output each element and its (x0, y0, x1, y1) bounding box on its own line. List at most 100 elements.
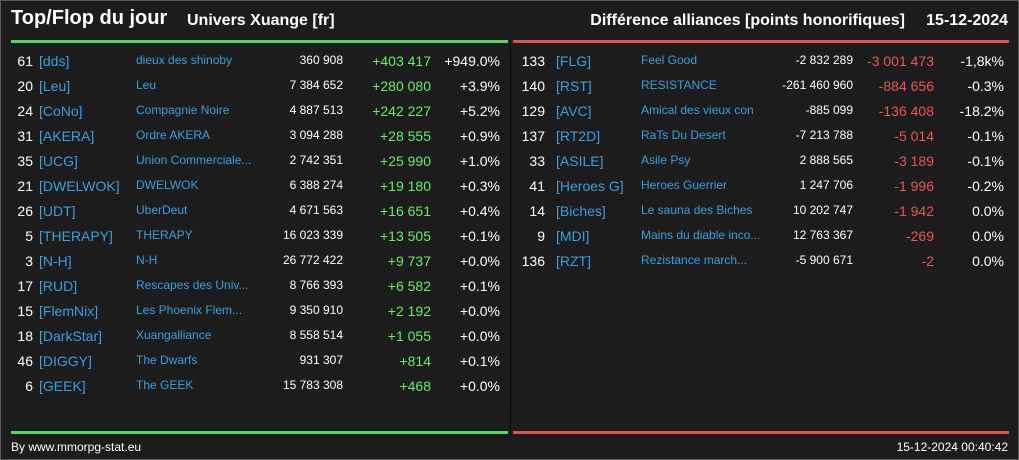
alliance-name-link[interactable]: Leu (136, 78, 157, 92)
alliance-percent: -1,8k% (960, 53, 1004, 69)
alliance-tag-link[interactable]: [AKERA] (39, 128, 95, 144)
alliance-name-link[interactable]: Heroes Guerrier (641, 178, 728, 192)
flop-section-bottom-bar (513, 431, 1009, 434)
alliance-tag-link[interactable]: [DIGGY] (39, 353, 92, 369)
alliance-name-link[interactable]: THERAPY (136, 228, 193, 242)
flop-row: 41 [Heroes G] Heroes Guerrier 1 247 706 -1 9… (511, 174, 1018, 199)
alliance-name-link[interactable]: Rezistance march... (641, 253, 748, 267)
alliance-tag-link[interactable]: [FlemNix] (39, 303, 99, 319)
top-row: 35 [UCG] Union Commerciale... 2 742 351 +25 … (1, 149, 510, 174)
alliance-rank: 18 (17, 328, 33, 344)
alliance-percent: -0.3% (967, 78, 1004, 94)
top-row: 61 [dds] dieux des shinoby 360 908 +403 417 +… (1, 49, 510, 74)
top-row: 5 [THERAPY] THERAPY 16 023 339 +13 505 +0.1% (1, 224, 510, 249)
alliance-name-link[interactable]: Asile Psy (641, 153, 691, 167)
alliance-tag-link[interactable]: [RT2D] (556, 128, 601, 144)
alliance-tag-link[interactable]: [N-H] (39, 253, 72, 269)
alliance-percent: +0.0% (459, 378, 500, 394)
alliance-diff: +1 055 (387, 328, 431, 344)
alliance-name-link[interactable]: Le sauna des Biches (641, 203, 753, 217)
alliance-name-link[interactable]: Amical des vieux con (641, 103, 754, 117)
alliance-points: 2 742 351 (289, 153, 343, 167)
top-row: 17 [RUD] Rescapes des Univ... 8 766 393 +6 5… (1, 274, 510, 299)
top-row: 20 [Leu] Leu 7 384 652 +280 080 +3.9% (1, 74, 510, 99)
alliance-diff: +19 180 (380, 178, 431, 194)
alliance-rank: 31 (17, 128, 33, 144)
alliance-tag-link[interactable]: [Leu] (39, 78, 71, 94)
ranking-subtitle: Différence alliances [points honorifique… (590, 12, 905, 29)
alliance-name-link[interactable]: UberDeut (136, 203, 188, 217)
alliance-name-link[interactable]: Compagnie Noire (136, 103, 230, 117)
alliance-points: -5 900 671 (795, 253, 853, 267)
alliance-diff: +9 737 (387, 253, 431, 269)
alliance-rank: 20 (17, 78, 33, 94)
alliance-points: -2 832 289 (795, 53, 853, 67)
top-row: 6 [GEEK] The GEEK 15 783 308 +468 +0.0% (1, 374, 510, 399)
alliance-tag-link[interactable]: [dds] (39, 53, 70, 69)
alliance-diff: +2 192 (387, 303, 431, 319)
flop-row: 140 [RST] RESISTANCE -261 460 960 -884 656 -0… (511, 74, 1018, 99)
alliance-name-link[interactable]: dieux des shinoby (136, 53, 233, 67)
top-row: 24 [CoNo] Compagnie Noire 4 887 513 +242 227… (1, 99, 510, 124)
alliance-tag-link[interactable]: [ASILE] (556, 153, 604, 169)
alliance-tag-link[interactable]: [RST] (556, 78, 592, 94)
alliance-diff: -2 (921, 253, 934, 269)
alliance-tag-link[interactable]: [Biches] (556, 203, 606, 219)
alliance-points: 10 202 747 (792, 203, 853, 217)
alliance-tag-link[interactable]: [DarkStar] (39, 328, 103, 344)
alliance-tag-link[interactable]: [UCG] (39, 153, 78, 169)
alliance-diff: -1 942 (894, 203, 934, 219)
alliance-tag-link[interactable]: [FLG] (556, 53, 592, 69)
alliance-name-link[interactable]: RESISTANCE (641, 78, 717, 92)
footer-timestamp: 15-12-2024 00:40:42 (896, 440, 1008, 454)
alliance-name-link[interactable]: Les Phoenix Flem... (136, 303, 243, 317)
alliance-name-link[interactable]: Union Commerciale... (136, 153, 252, 167)
alliance-diff: -1 996 (894, 178, 934, 194)
alliance-tag-link[interactable]: [AVC] (556, 103, 592, 119)
alliance-percent: 0.0% (972, 228, 1004, 244)
alliance-name-link[interactable]: Rescapes des Univ... (136, 278, 249, 292)
alliance-points: 8 766 393 (289, 278, 343, 292)
top-row: 46 [DIGGY] The Dwarfs 931 307 +814 +0.1% (1, 349, 510, 374)
header: Top/Flop du jour Univers Xuange [fr] Dif… (1, 1, 1018, 39)
alliance-tag-link[interactable]: [RZT] (556, 253, 591, 269)
alliance-rank: 9 (537, 228, 545, 244)
alliance-name-link[interactable]: Xuangalliance (136, 328, 212, 342)
top-row: 21 [DWELWOK] DWELWOK 6 388 274 +19 180 +0.3% (1, 174, 510, 199)
alliance-name-link[interactable]: RaTs Du Desert (641, 128, 726, 142)
alliance-diff: +242 227 (372, 103, 431, 119)
alliance-rank: 61 (17, 53, 33, 69)
alliance-name-link[interactable]: Feel Good (641, 53, 698, 67)
alliance-tag-link[interactable]: [GEEK] (39, 378, 86, 394)
alliance-diff: -3 001 473 (867, 53, 934, 69)
alliance-tag-link[interactable]: [CoNo] (39, 103, 83, 119)
top-section-bar (11, 40, 508, 43)
alliance-points: 2 888 565 (799, 153, 853, 167)
alliance-tag-link[interactable]: [RUD] (39, 278, 78, 294)
alliance-tag-link[interactable]: [DWELWOK] (39, 178, 120, 194)
alliance-points: 16 023 339 (282, 228, 343, 242)
alliance-tag-link[interactable]: [THERAPY] (39, 228, 113, 244)
alliance-tag-link[interactable]: [MDI] (556, 228, 590, 244)
header-date: 15-12-2024 (926, 12, 1008, 29)
alliance-points: 360 908 (299, 53, 343, 67)
alliance-rank: 129 (521, 103, 545, 119)
alliance-rank: 14 (529, 203, 545, 219)
alliance-name-link[interactable]: Mains du diable inco... (641, 228, 761, 242)
alliance-name-link[interactable]: DWELWOK (136, 178, 199, 192)
alliance-tag-link[interactable]: [Heroes G] (556, 178, 624, 194)
alliance-name-link[interactable]: Ordre AKERA (136, 128, 211, 142)
alliance-percent: 0.0% (972, 253, 1004, 269)
alliance-name-link[interactable]: The Dwarfs (136, 353, 198, 367)
alliance-points: 12 763 367 (792, 228, 853, 242)
alliance-tag-link[interactable]: [UDT] (39, 203, 76, 219)
alliance-rank: 17 (17, 278, 33, 294)
alliance-points: 7 384 652 (289, 78, 343, 92)
alliance-name-link[interactable]: N-H (136, 253, 158, 267)
alliance-points: 26 772 422 (282, 253, 343, 267)
alliance-rank: 140 (521, 78, 545, 94)
alliance-percent: +0.1% (459, 353, 500, 369)
top-row: 15 [FlemNix] Les Phoenix Flem... 9 350 910 +… (1, 299, 510, 324)
alliance-name-link[interactable]: The GEEK (136, 378, 194, 392)
top-section-bottom-bar (11, 431, 508, 434)
